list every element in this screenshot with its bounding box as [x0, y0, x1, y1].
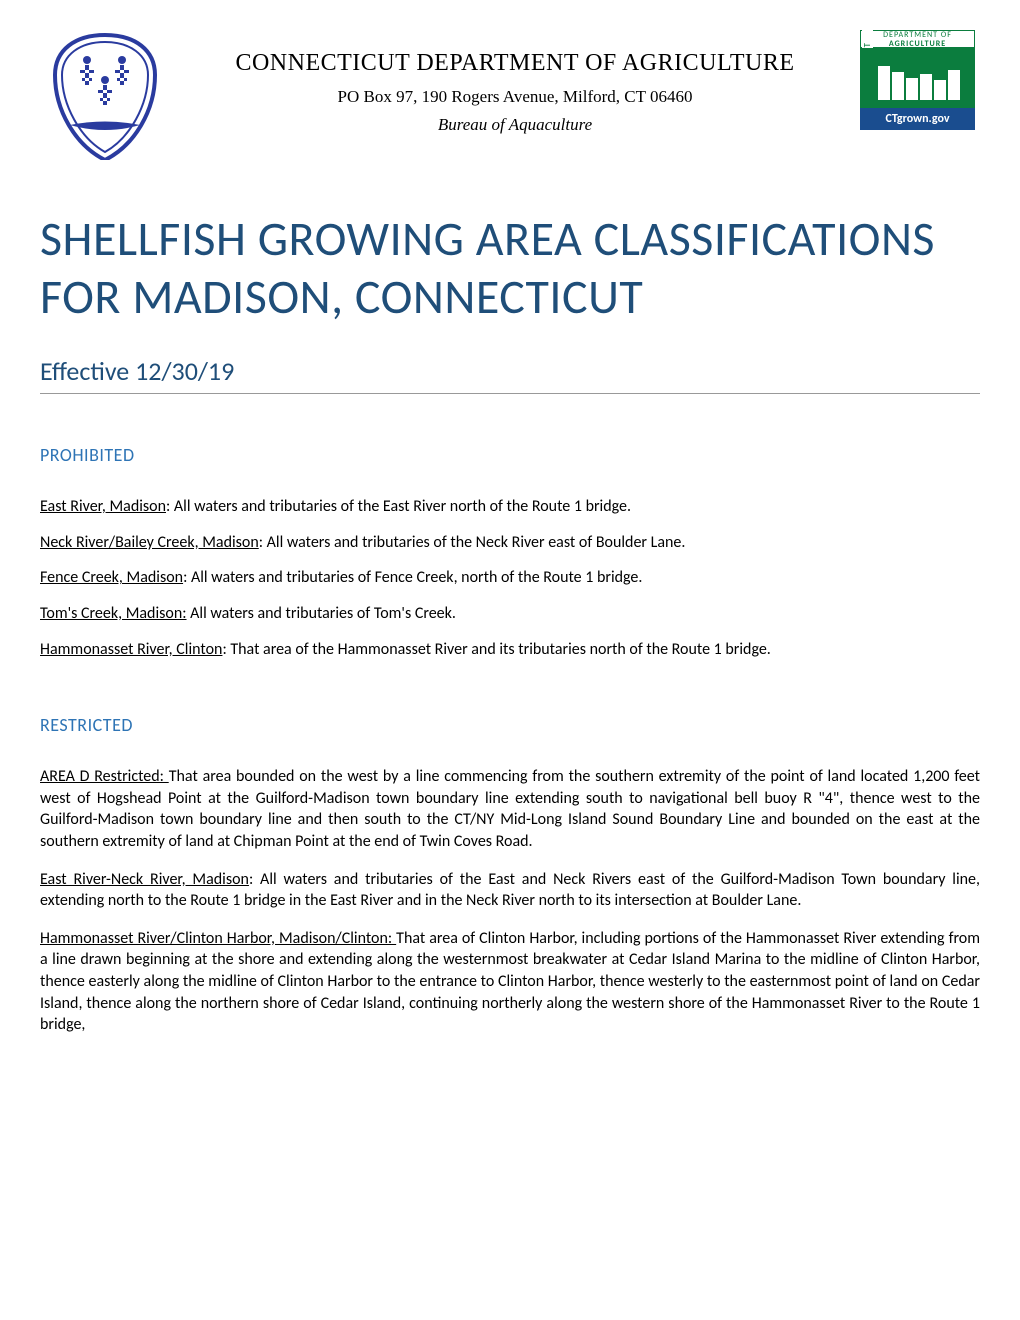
- classification-item: Hammonasset River, Clinton: That area of…: [40, 639, 980, 661]
- item-text: : All waters and tributaries of the East…: [166, 497, 631, 516]
- state-seal-icon: [40, 30, 170, 160]
- classification-item: AREA D Restricted: That area bounded on …: [40, 766, 980, 852]
- classification-item: East River-Neck River, Madison: All wate…: [40, 869, 980, 912]
- item-text: : That area of the Hammonasset River and…: [222, 640, 770, 659]
- item-text: : All waters and tributaries of Fence Cr…: [183, 568, 642, 587]
- item-label: Hammonasset River, Clinton: [40, 640, 222, 659]
- ctgrown-logo-icon: CONNECTICUT DEPARTMENT OF AGRICULTURE CT…: [860, 30, 980, 130]
- item-label: East River-Neck River, Madison: [40, 870, 249, 889]
- sections-container: PROHIBITEDEast River, Madison: All water…: [40, 444, 980, 1036]
- department-title: CONNECTICUT DEPARTMENT OF AGRICULTURE: [170, 50, 860, 77]
- classification-item: Fence Creek, Madison: All waters and tri…: [40, 567, 980, 589]
- item-label: Hammonasset River/Clinton Harbor, Madiso…: [40, 929, 396, 948]
- classification-item: Neck River/Bailey Creek, Madison: All wa…: [40, 532, 980, 554]
- item-label: AREA D Restricted:: [40, 767, 169, 786]
- bureau-name: Bureau of Aquaculture: [170, 115, 860, 135]
- item-label: Neck River/Bailey Creek, Madison: [40, 533, 259, 552]
- document-title: SHELLFISH GROWING AREA CLASSIFICATIONS F…: [40, 210, 980, 325]
- item-label: Tom's Creek, Madison:: [40, 604, 187, 623]
- classification-item: Tom's Creek, Madison: All waters and tri…: [40, 603, 980, 625]
- item-text: That area bounded on the west by a line …: [40, 767, 980, 851]
- effective-date: Effective 12/30/19: [40, 355, 980, 394]
- section-heading: RESTRICTED: [40, 714, 980, 736]
- classification-item: Hammonasset River/Clinton Harbor, Madiso…: [40, 928, 980, 1036]
- item-label: Fence Creek, Madison: [40, 568, 183, 587]
- document-header: CONNECTICUT DEPARTMENT OF AGRICULTURE PO…: [40, 30, 980, 160]
- item-text: All waters and tributaries of Tom's Cree…: [187, 604, 456, 623]
- item-label: East River, Madison: [40, 497, 166, 516]
- classification-item: East River, Madison: All waters and trib…: [40, 496, 980, 518]
- item-text: : All waters and tributaries of the Neck…: [259, 533, 686, 552]
- department-address: PO Box 97, 190 Rogers Avenue, Milford, C…: [170, 87, 860, 107]
- header-center: CONNECTICUT DEPARTMENT OF AGRICULTURE PO…: [170, 30, 860, 135]
- section-heading: PROHIBITED: [40, 444, 980, 466]
